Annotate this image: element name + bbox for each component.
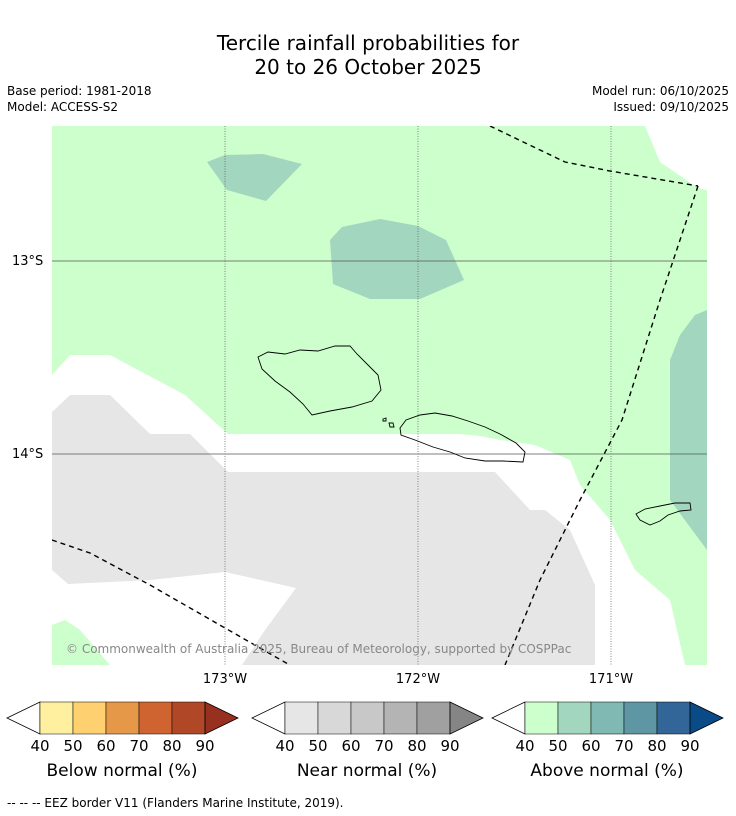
colorbar-above-tick: 40 bbox=[515, 737, 534, 755]
colorbar-near-low-arrow bbox=[251, 701, 286, 735]
colorbar-near-segment bbox=[350, 701, 385, 735]
colorbar-near-high-arrow bbox=[449, 701, 484, 735]
colorbar-above-high-arrow bbox=[689, 701, 724, 735]
colorbar-below-segment bbox=[105, 701, 140, 735]
meta-left: Base period: 1981-2018 Model: ACCESS-S2 bbox=[7, 83, 152, 115]
colorbar-above-segment bbox=[656, 701, 691, 735]
colorbar-above-tick: 80 bbox=[647, 737, 666, 755]
colorbar-near-tick: 80 bbox=[407, 737, 426, 755]
above-normal-label: Above normal (%) bbox=[530, 761, 684, 781]
model-name: Model: ACCESS-S2 bbox=[7, 100, 119, 114]
title-line-2: 20 to 26 October 2025 bbox=[254, 55, 482, 79]
model-run: Model run: 06/10/2025 bbox=[591, 84, 729, 98]
issued-date: Issued: 09/10/2025 bbox=[613, 100, 729, 114]
title-line-1: Tercile rainfall probabilities for bbox=[216, 31, 520, 55]
colorbar-below-tick: 90 bbox=[195, 737, 214, 755]
colorbar-below-segment bbox=[72, 701, 107, 735]
below-normal-label: Below normal (%) bbox=[46, 761, 198, 781]
colorbar-above-segment bbox=[590, 701, 625, 735]
colorbar-near-segment bbox=[383, 701, 418, 735]
colorbar-near-tick: 40 bbox=[275, 737, 294, 755]
eez-border-east bbox=[504, 185, 699, 665]
colorbar-above-segment bbox=[524, 701, 559, 735]
above-normal-patch-2 bbox=[330, 219, 464, 299]
colorbar-below-tick: 70 bbox=[129, 737, 148, 755]
map-title: Tercile rainfall probabilities for 20 to… bbox=[0, 31, 736, 79]
meta-right: Model run: 06/10/2025 Issued: 09/10/2025 bbox=[592, 83, 729, 115]
lat-label-14s: 14°S bbox=[12, 447, 43, 462]
colorbar-below-high-arrow bbox=[204, 701, 239, 735]
lon-label-171w: 171°W bbox=[589, 672, 633, 687]
above-normal-patch-3 bbox=[670, 310, 707, 550]
above-normal-area-south bbox=[52, 620, 110, 665]
colorbar-below: 40 50 60 70 80 90 bbox=[6, 701, 239, 755]
colorbar-above-segment bbox=[557, 701, 592, 735]
colorbar-below-segment bbox=[39, 701, 74, 735]
colorbar-near-tick: 90 bbox=[440, 737, 459, 755]
colorbar-below-tick: 60 bbox=[96, 737, 115, 755]
colorbar-below-tick: 40 bbox=[30, 737, 49, 755]
colorbar-above-low-arrow bbox=[491, 701, 526, 735]
near-normal-label: Near normal (%) bbox=[296, 761, 438, 781]
lon-label-173w: 173°W bbox=[203, 672, 247, 687]
colorbar-near-segment bbox=[317, 701, 352, 735]
colorbar-near-tick: 50 bbox=[308, 737, 327, 755]
colorbar-below-segment bbox=[171, 701, 206, 735]
gridlines bbox=[52, 126, 707, 665]
lon-label-172w: 172°W bbox=[396, 672, 440, 687]
colorbar-above-tick: 70 bbox=[614, 737, 633, 755]
above-normal-patch-1 bbox=[207, 154, 302, 201]
colorbar-near: 40 50 60 70 80 90 bbox=[251, 701, 484, 755]
colorbar-near-tick: 60 bbox=[341, 737, 360, 755]
colorbars: 40 50 60 70 80 90 40 50 60 70 80 90 40 50 60 70 80 90 bbox=[6, 701, 724, 755]
savaii-island bbox=[257, 345, 382, 416]
colorbar-above-tick: 50 bbox=[548, 737, 567, 755]
upolu-island bbox=[399, 412, 526, 463]
colorbar-near-segment bbox=[416, 701, 451, 735]
colorbar-below-tick: 80 bbox=[162, 737, 181, 755]
lat-label-13s: 13°S bbox=[12, 254, 43, 269]
colorbar-above: 40 50 60 70 80 90 bbox=[491, 701, 724, 755]
colorbar-below-tick: 50 bbox=[63, 737, 82, 755]
manono-island bbox=[382, 417, 395, 428]
base-period: Base period: 1981-2018 bbox=[7, 84, 152, 98]
map-frame bbox=[52, 126, 707, 665]
eez-footnote: -- -- -- EEZ border V11 (Flanders Marine… bbox=[7, 796, 344, 810]
near-normal-area bbox=[52, 395, 595, 665]
colorbar-near-segment bbox=[284, 701, 319, 735]
colorbar-above-tick: 60 bbox=[581, 737, 600, 755]
copyright-text: © Commonwealth of Australia 2025, Bureau… bbox=[66, 642, 571, 656]
colorbar-near-tick: 70 bbox=[374, 737, 393, 755]
colorbar-above-tick: 90 bbox=[680, 737, 699, 755]
eez-border-south bbox=[52, 539, 292, 665]
colorbar-above-segment bbox=[623, 701, 658, 735]
tutuila-island bbox=[635, 502, 692, 526]
colorbar-below-segment bbox=[138, 701, 173, 735]
colorbar-below-low-arrow bbox=[6, 701, 41, 735]
eez-border-north bbox=[489, 126, 699, 187]
